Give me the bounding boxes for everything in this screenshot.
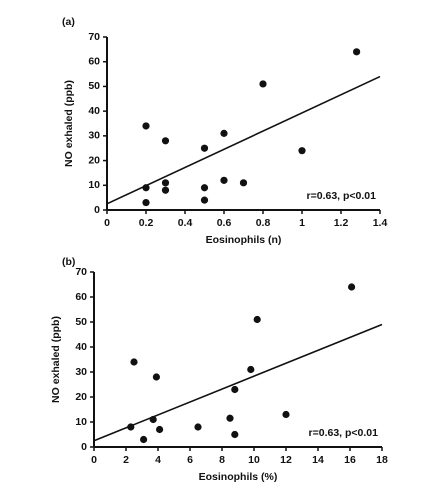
- x-axis-label: Eosinophils (%): [199, 471, 278, 483]
- data-point: [231, 430, 239, 439]
- data-point: [231, 385, 239, 394]
- y-tick-label: 70: [75, 266, 87, 278]
- x-tick-label: 16: [344, 454, 356, 466]
- x-tick-label: 0.4: [178, 217, 193, 229]
- x-tick-label: 0: [104, 217, 110, 229]
- x-tick-label: 10: [248, 454, 260, 466]
- data-point: [253, 315, 261, 324]
- x-tick-label: 8: [219, 454, 225, 466]
- x-tick-label: 0.6: [217, 217, 232, 229]
- data-point: [200, 184, 209, 192]
- annotation: r=0.63, p<0.01: [307, 190, 377, 202]
- data-point: [220, 129, 228, 137]
- x-tick-label: 0.8: [256, 217, 271, 229]
- y-tick-label: 40: [88, 105, 100, 117]
- x-tick-label: 0: [91, 454, 97, 466]
- data-point: [226, 414, 234, 422]
- data-point: [194, 423, 202, 431]
- y-tick-label: 70: [88, 31, 100, 43]
- x-tick-label: 2: [123, 454, 129, 466]
- x-tick-label: 14: [312, 454, 324, 466]
- y-tick-label: 50: [75, 316, 87, 328]
- data-point: [142, 184, 150, 192]
- regression-line: [106, 75, 381, 205]
- data-point: [239, 179, 248, 187]
- y-tick-label: 10: [88, 179, 100, 191]
- y-tick-label: 20: [88, 154, 100, 166]
- data-point: [220, 176, 228, 184]
- data-point: [348, 283, 356, 291]
- data-point: [259, 80, 267, 88]
- data-point: [140, 435, 148, 444]
- y-tick-label: 0: [81, 441, 87, 453]
- x-tick-label: 6: [187, 454, 193, 466]
- panel-label: (a): [62, 16, 75, 28]
- y-tick-label: 60: [88, 55, 100, 67]
- y-tick-label: 50: [88, 80, 100, 92]
- x-tick-label: 1.4: [373, 217, 388, 229]
- panel-label: (b): [62, 256, 75, 268]
- data-point: [353, 48, 361, 56]
- y-tick-label: 40: [75, 341, 87, 353]
- data-point: [149, 415, 157, 424]
- x-tick-label: 1.2: [334, 217, 349, 229]
- data-point: [161, 179, 170, 187]
- x-tick-label: 12: [280, 454, 292, 466]
- data-point: [142, 198, 150, 207]
- regression-line: [93, 323, 383, 442]
- data-point: [156, 425, 164, 434]
- data-point: [298, 147, 306, 155]
- data-point: [161, 186, 170, 194]
- x-tick-label: 18: [376, 454, 388, 466]
- data-point: [152, 373, 160, 381]
- data-point: [130, 358, 138, 366]
- data-point: [247, 365, 255, 374]
- data-point: [282, 410, 290, 419]
- y-axis-label: NO exhaled (ppb): [50, 316, 62, 403]
- y-tick-label: 30: [75, 366, 87, 378]
- data-point: [142, 122, 150, 130]
- x-tick-label: 0.2: [139, 217, 154, 229]
- x-tick-label: 4: [155, 454, 161, 466]
- annotation: r=0.63, p<0.01: [309, 427, 379, 439]
- y-axis-label: NO exhaled (ppb): [63, 80, 75, 167]
- y-tick-label: 30: [88, 130, 100, 142]
- data-point: [200, 196, 209, 204]
- y-tick-label: 60: [75, 291, 87, 303]
- y-tick-label: 0: [94, 204, 100, 216]
- x-axis-label: Eosinophils (n): [206, 234, 282, 246]
- data-point: [161, 137, 170, 145]
- data-point: [127, 423, 135, 431]
- data-point: [200, 144, 209, 152]
- y-tick-label: 20: [75, 391, 87, 403]
- x-tick-label: 1: [299, 217, 305, 229]
- y-tick-label: 10: [75, 416, 87, 428]
